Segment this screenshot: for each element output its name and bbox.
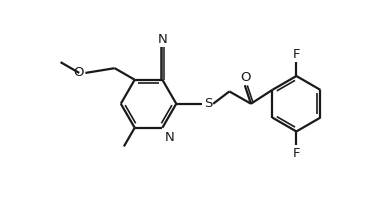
Text: O: O — [240, 71, 251, 84]
Text: F: F — [293, 147, 300, 160]
Text: N: N — [158, 33, 167, 46]
Text: S: S — [203, 97, 212, 110]
Text: O: O — [73, 66, 84, 79]
Text: N: N — [165, 131, 174, 144]
Text: F: F — [293, 48, 300, 61]
